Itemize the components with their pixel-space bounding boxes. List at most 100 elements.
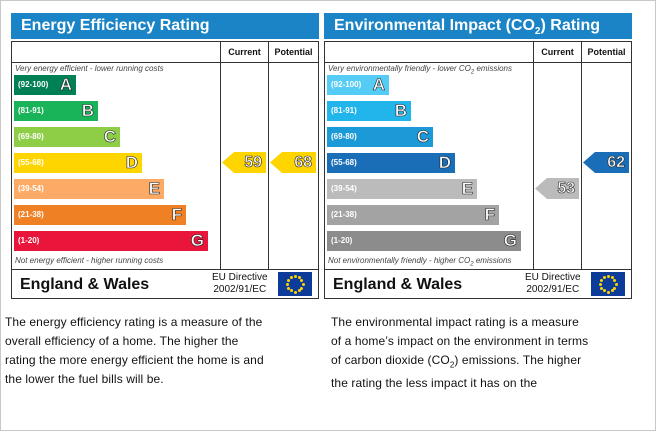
energy-description-line: rating the more energy efficient the hom… [5, 353, 264, 367]
band-letter: A [59, 75, 72, 95]
band-range: (39-54) [331, 184, 357, 193]
rating-band-a: (92-100) A [327, 75, 389, 95]
band-letter: G [503, 231, 517, 251]
title-sub: 2 [534, 26, 541, 38]
band-range: (69-80) [18, 132, 44, 141]
co2-sub: 2 [449, 360, 455, 370]
eu-star-icon [300, 278, 304, 282]
top-note-sub: 2 [470, 69, 475, 76]
band-range: (1-20) [18, 236, 40, 245]
eu-star-icon [599, 278, 603, 282]
rating-band-g: (1-20) G [14, 231, 208, 251]
potential-rating-arrow: 68 [270, 152, 316, 173]
band-range: (1-20) [331, 236, 353, 245]
header-divider [12, 62, 318, 63]
eu-star-icon [293, 290, 297, 294]
eu-directive-line2: 2002/91/EC [526, 284, 580, 295]
eu-star-icon [297, 275, 301, 279]
rating-band-g: (1-20) G [327, 231, 521, 251]
eu-star-icon [613, 278, 617, 282]
eu-directive: EU Directive 2002/91/EC [212, 272, 268, 296]
country-label: England & Wales [20, 276, 150, 293]
current-column-header: Current [228, 47, 261, 57]
band-letter: B [81, 101, 94, 121]
band-range: (81-91) [18, 106, 44, 115]
eu-flag-icon [591, 272, 625, 296]
environment-description-line: the rating the less impact it has on the [331, 376, 538, 391]
eu-star-icon [602, 275, 606, 279]
column-divider [268, 42, 269, 269]
eu-star-icon [289, 289, 293, 293]
eu-directive-line1: EU Directive [525, 272, 581, 283]
environment-rating-grid: Current Potential Very environmentally f… [324, 41, 632, 270]
eu-star-icon [610, 289, 614, 293]
eu-star-icon [602, 289, 606, 293]
band-range: (81-91) [331, 106, 357, 115]
rating-band-e: (39-54) E [327, 179, 477, 199]
band-letter: D [125, 153, 138, 173]
potential-rating-arrow: 62 [583, 152, 629, 173]
rating-band-a: (92-100) A [14, 75, 76, 95]
energy-description-line: The energy efficiency rating is a measur… [5, 315, 263, 329]
band-letter: G [190, 231, 204, 251]
eu-star-icon [300, 286, 304, 290]
environment-description-line: of carbon dioxide (CO2) emissions. The h… [331, 351, 653, 374]
band-range: (55-68) [331, 158, 357, 167]
band-letter: F [484, 205, 495, 225]
eu-star-icon [610, 275, 614, 279]
eu-star-icon [614, 282, 618, 286]
country-label: England & Wales [333, 276, 463, 293]
band-letter: C [103, 127, 116, 147]
band-letter: E [461, 179, 473, 199]
energy-rating-grid: Current Potential Very energy efficient … [11, 41, 319, 270]
band-range: (55-68) [18, 158, 44, 167]
band-range: (92-100) [18, 80, 49, 89]
eu-star-icon [301, 282, 305, 286]
rating-band-d: (55-68) D [14, 153, 142, 173]
co2-end: ) emissions. The higher [454, 353, 582, 367]
current-column-header: Current [541, 47, 574, 57]
eu-star-icon [289, 275, 293, 279]
eu-star-icon [293, 274, 297, 278]
potential-column-header: Potential [274, 47, 313, 57]
column-divider [220, 42, 221, 269]
eu-star-icon [297, 289, 301, 293]
energy-efficiency-title: Energy Efficiency Rating [11, 13, 319, 39]
environment-description-line: of a home’s impact on the environment in… [331, 334, 589, 348]
co2-main: of carbon dioxide (CO [331, 353, 450, 367]
band-letter: B [394, 101, 407, 121]
environmental-impact-title: Environmental Impact (CO2) Rating [324, 13, 632, 39]
top-note-main: Very environmentally friendly - lower CO [328, 64, 471, 73]
energy-footer: England & Wales EU Directive 2002/91/EC [11, 270, 319, 299]
band-letter: E [148, 179, 160, 199]
eu-star-icon [606, 274, 610, 278]
rating-band-b: (81-91) B [327, 101, 411, 121]
environment-description: The environmental impact rating is a mea… [331, 313, 653, 393]
eu-star-icon [286, 278, 290, 282]
header-divider [325, 62, 631, 63]
band-range: (39-54) [18, 184, 44, 193]
band-range: (69-80) [331, 132, 357, 141]
eu-star-icon [606, 290, 610, 294]
rating-band-c: (69-80) C [327, 127, 433, 147]
rating-band-c: (69-80) C [14, 127, 120, 147]
energy-description-line: the lower the fuel bills will be. [5, 372, 164, 386]
energy-description: The energy efficiency rating is a measur… [5, 313, 323, 389]
energy-efficiency-panel: Energy Efficiency Rating Current Potenti… [11, 13, 319, 299]
eu-directive-line1: EU Directive [212, 272, 268, 283]
environment-footer: England & Wales EU Directive 2002/91/EC [324, 270, 632, 299]
rating-band-d: (55-68) D [327, 153, 455, 173]
rating-band-f: (21-38) F [14, 205, 186, 225]
current-rating-arrow: 59 [222, 152, 266, 173]
band-range: (21-38) [18, 210, 44, 219]
eu-star-icon [286, 286, 290, 290]
top-note: Very environmentally friendly - lower CO… [328, 64, 512, 76]
potential-column-header: Potential [587, 47, 626, 57]
eu-flag-icon [278, 272, 312, 296]
eu-directive: EU Directive 2002/91/EC [525, 272, 581, 296]
band-range: (21-38) [331, 210, 357, 219]
rating-band-f: (21-38) F [327, 205, 499, 225]
environmental-impact-panel: Environmental Impact (CO2) Rating Curren… [324, 13, 632, 299]
bottom-note: Not energy efficient - higher running co… [15, 256, 164, 265]
eu-star-icon [599, 286, 603, 290]
